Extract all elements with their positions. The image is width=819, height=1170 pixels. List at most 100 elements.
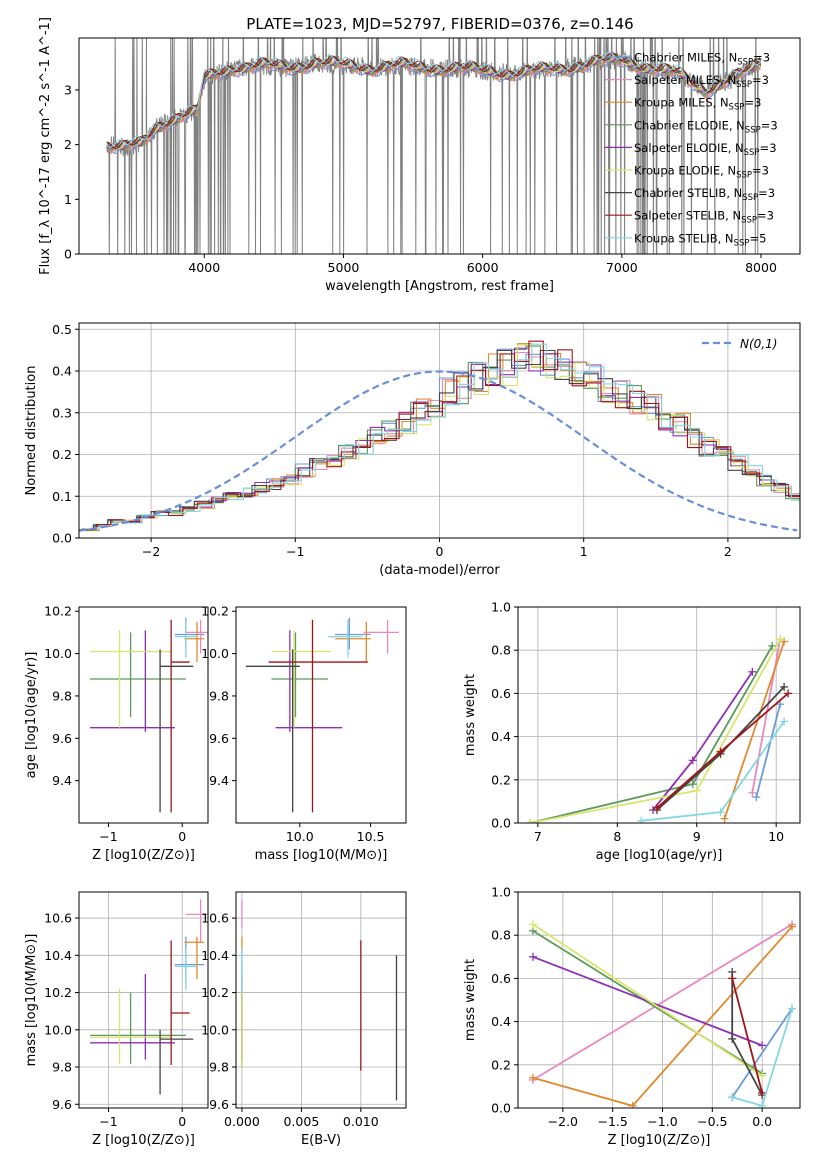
axes-frame <box>517 891 801 1109</box>
axes-frame <box>78 322 801 539</box>
y-tick-label: 0.8 <box>491 643 511 658</box>
x-tick-label: −2.0 <box>548 1114 578 1129</box>
y-tick-label: 0.0 <box>491 1101 511 1116</box>
y-tick-label: 9.8 <box>52 688 72 703</box>
y-tick-label: 10.2 <box>44 604 72 619</box>
axes-frame <box>78 891 209 1109</box>
y-tick-label: 10.2 <box>44 985 72 1000</box>
y-tick-label: 0.4 <box>52 364 72 379</box>
x-axis-label: age [log10(age/yr)] <box>596 848 723 863</box>
plot-area-mass-vs-ebv <box>241 899 398 1101</box>
x-tick-label: −1 <box>99 829 117 844</box>
plot-area-age-vs-Z <box>90 617 208 813</box>
y-tick-label: 10.6 <box>201 911 229 926</box>
y-axis-label: Normed distribution <box>24 366 39 496</box>
y-tick-label: 10.0 <box>44 1022 72 1037</box>
y-axis-label: mass weight <box>463 959 478 1041</box>
x-tick-label: 4000 <box>188 260 220 275</box>
x-tick-label: −1.5 <box>597 1114 627 1129</box>
figure-title: PLATE=1023, MJD=52797, FIBERID=0376, z=0… <box>246 15 633 33</box>
y-tick-label: 10.0 <box>201 646 229 661</box>
x-tick-label: 0.000 <box>224 1114 260 1129</box>
residual-histogram <box>81 340 800 530</box>
x-tick-label: 6000 <box>467 260 499 275</box>
y-tick-label: 10.0 <box>201 1022 229 1037</box>
x-tick-label: 8 <box>613 829 621 844</box>
y-tick-label: 10.4 <box>201 948 229 963</box>
y-tick-label: 10.0 <box>44 646 72 661</box>
axes-frame <box>235 606 407 824</box>
x-tick-label: 8000 <box>745 260 777 275</box>
x-tick-label: 0.010 <box>343 1114 379 1129</box>
x-axis-label: mass [log10(M/M⊙)] <box>255 848 388 863</box>
legend-entry: Kroupa ELODIE, NSSP=3 <box>634 164 769 181</box>
legend-entry: Chabrier STELIB, NSSP=3 <box>634 186 775 203</box>
axes-frame <box>78 37 801 255</box>
weight-line <box>731 978 763 1094</box>
legend-entry: Salpeter ELODIE, NSSP=3 <box>634 141 777 158</box>
y-tick-label: 0.2 <box>491 1057 511 1072</box>
x-axis-label: E(B-V) <box>301 1133 341 1148</box>
y-tick-label: 9.8 <box>209 1060 229 1075</box>
plot-area-age-vs-mass <box>245 617 399 813</box>
x-axis-label: Z [log10(Z/Z⊙)] <box>92 1133 195 1148</box>
y-tick-label: 9.4 <box>209 773 229 788</box>
legend-entry: Salpeter STELIB, NSSP=3 <box>634 209 774 226</box>
x-axis-label: (data-model)/error <box>379 563 500 578</box>
x-tick-label: 10.5 <box>357 829 385 844</box>
y-tick-label: 0.8 <box>491 928 511 943</box>
plot-area-weight-vs-Z <box>528 920 797 1108</box>
legend-entry: Salpeter MILES, NSSP=3 <box>634 73 769 90</box>
y-axis-label: Flux [f_λ 10^-17 erg cm^-2 s^-1 A^-1] <box>38 17 53 275</box>
x-axis-label: wavelength [Angstrom, rest frame] <box>325 279 554 294</box>
x-tick-label: 1 <box>580 544 588 559</box>
plot-area-residuals <box>79 340 800 532</box>
y-tick-label: 10.4 <box>44 948 72 963</box>
x-tick-label: 0.0 <box>752 1114 772 1129</box>
panel-spectrum: 4000 5000 6000 7000 8000 0 1 2 3 wavelength [Angs… <box>38 17 801 294</box>
panel-weight-vs-Z: −2.0 −1.5 −1.0 −0.5 0.0 0.0 0.2 0.4 0.6 0.8 1.0 Z [… <box>463 885 801 1148</box>
x-tick-label: 0 <box>436 544 444 559</box>
panel-mass-vs-ebv: 0.000 0.005 0.010 9.6 9.8 10.0 10.2 10.4 10.6 E(B… <box>201 891 407 1148</box>
weight-line <box>755 703 781 798</box>
x-tick-label: 5000 <box>328 260 360 275</box>
y-tick-label: 1.0 <box>491 885 511 900</box>
y-axis-label: mass weight <box>463 674 478 756</box>
panel-weight-vs-age: 7 8 9 10 0.0 0.2 0.4 0.6 0.8 1.0 age [log10(age/yr… <box>463 600 801 863</box>
x-tick-label: 0 <box>178 1114 186 1129</box>
x-tick-label: 2 <box>724 544 732 559</box>
y-tick-label: 0.6 <box>491 971 511 986</box>
y-tick-label: 1 <box>64 192 72 207</box>
x-tick-label: −1 <box>286 544 304 559</box>
weight-line <box>731 1008 793 1098</box>
y-tick-label: 9.6 <box>52 1097 72 1112</box>
y-axis-label: age [log10(age/yr)] <box>24 652 39 779</box>
legend-entry: Chabrier ELODIE, NSSP=3 <box>634 118 778 135</box>
y-tick-label: 0.1 <box>52 489 72 504</box>
y-tick-label: 0.0 <box>52 531 72 546</box>
panel-residuals: −2 −1 0 1 2 0.0 0.1 0.2 0.3 0.4 0.5 (data-model)/er… <box>24 322 801 578</box>
y-tick-label: 0.6 <box>491 686 511 701</box>
x-tick-label: 7 <box>534 829 542 844</box>
x-tick-label: −1.0 <box>647 1114 677 1129</box>
x-tick-label: −2 <box>142 544 160 559</box>
x-axis-label: Z [log10(Z/Z⊙)] <box>92 848 195 863</box>
weight-line <box>532 923 793 1081</box>
normal-curve <box>79 370 798 532</box>
panel-mass-vs-Z: −1 0 9.6 9.8 10.0 10.2 10.4 10.6 Z [log10(Z/Z⊙)]… <box>24 891 209 1148</box>
panel-age-vs-Z: −1 0 9.4 9.6 9.8 10.0 10.2 Z [log10(Z/Z⊙)] age [… <box>24 604 209 863</box>
y-tick-label: 0.3 <box>52 405 72 420</box>
y-tick-label: 1.0 <box>491 600 511 615</box>
x-tick-label: 10 <box>768 829 784 844</box>
y-tick-label: 10.2 <box>201 985 229 1000</box>
y-tick-label: 9.6 <box>52 731 72 746</box>
x-tick-label: 0.005 <box>283 1114 319 1129</box>
y-tick-label: 10.2 <box>201 604 229 619</box>
x-tick-label: 7000 <box>606 260 638 275</box>
weight-line <box>723 641 785 819</box>
model-spectrum-line <box>106 51 762 148</box>
y-tick-label: 0.4 <box>491 729 511 744</box>
legend-entry: N(0,1) <box>740 337 777 351</box>
model-spectrum-line <box>106 56 762 153</box>
y-tick-label: 10.6 <box>44 911 72 926</box>
